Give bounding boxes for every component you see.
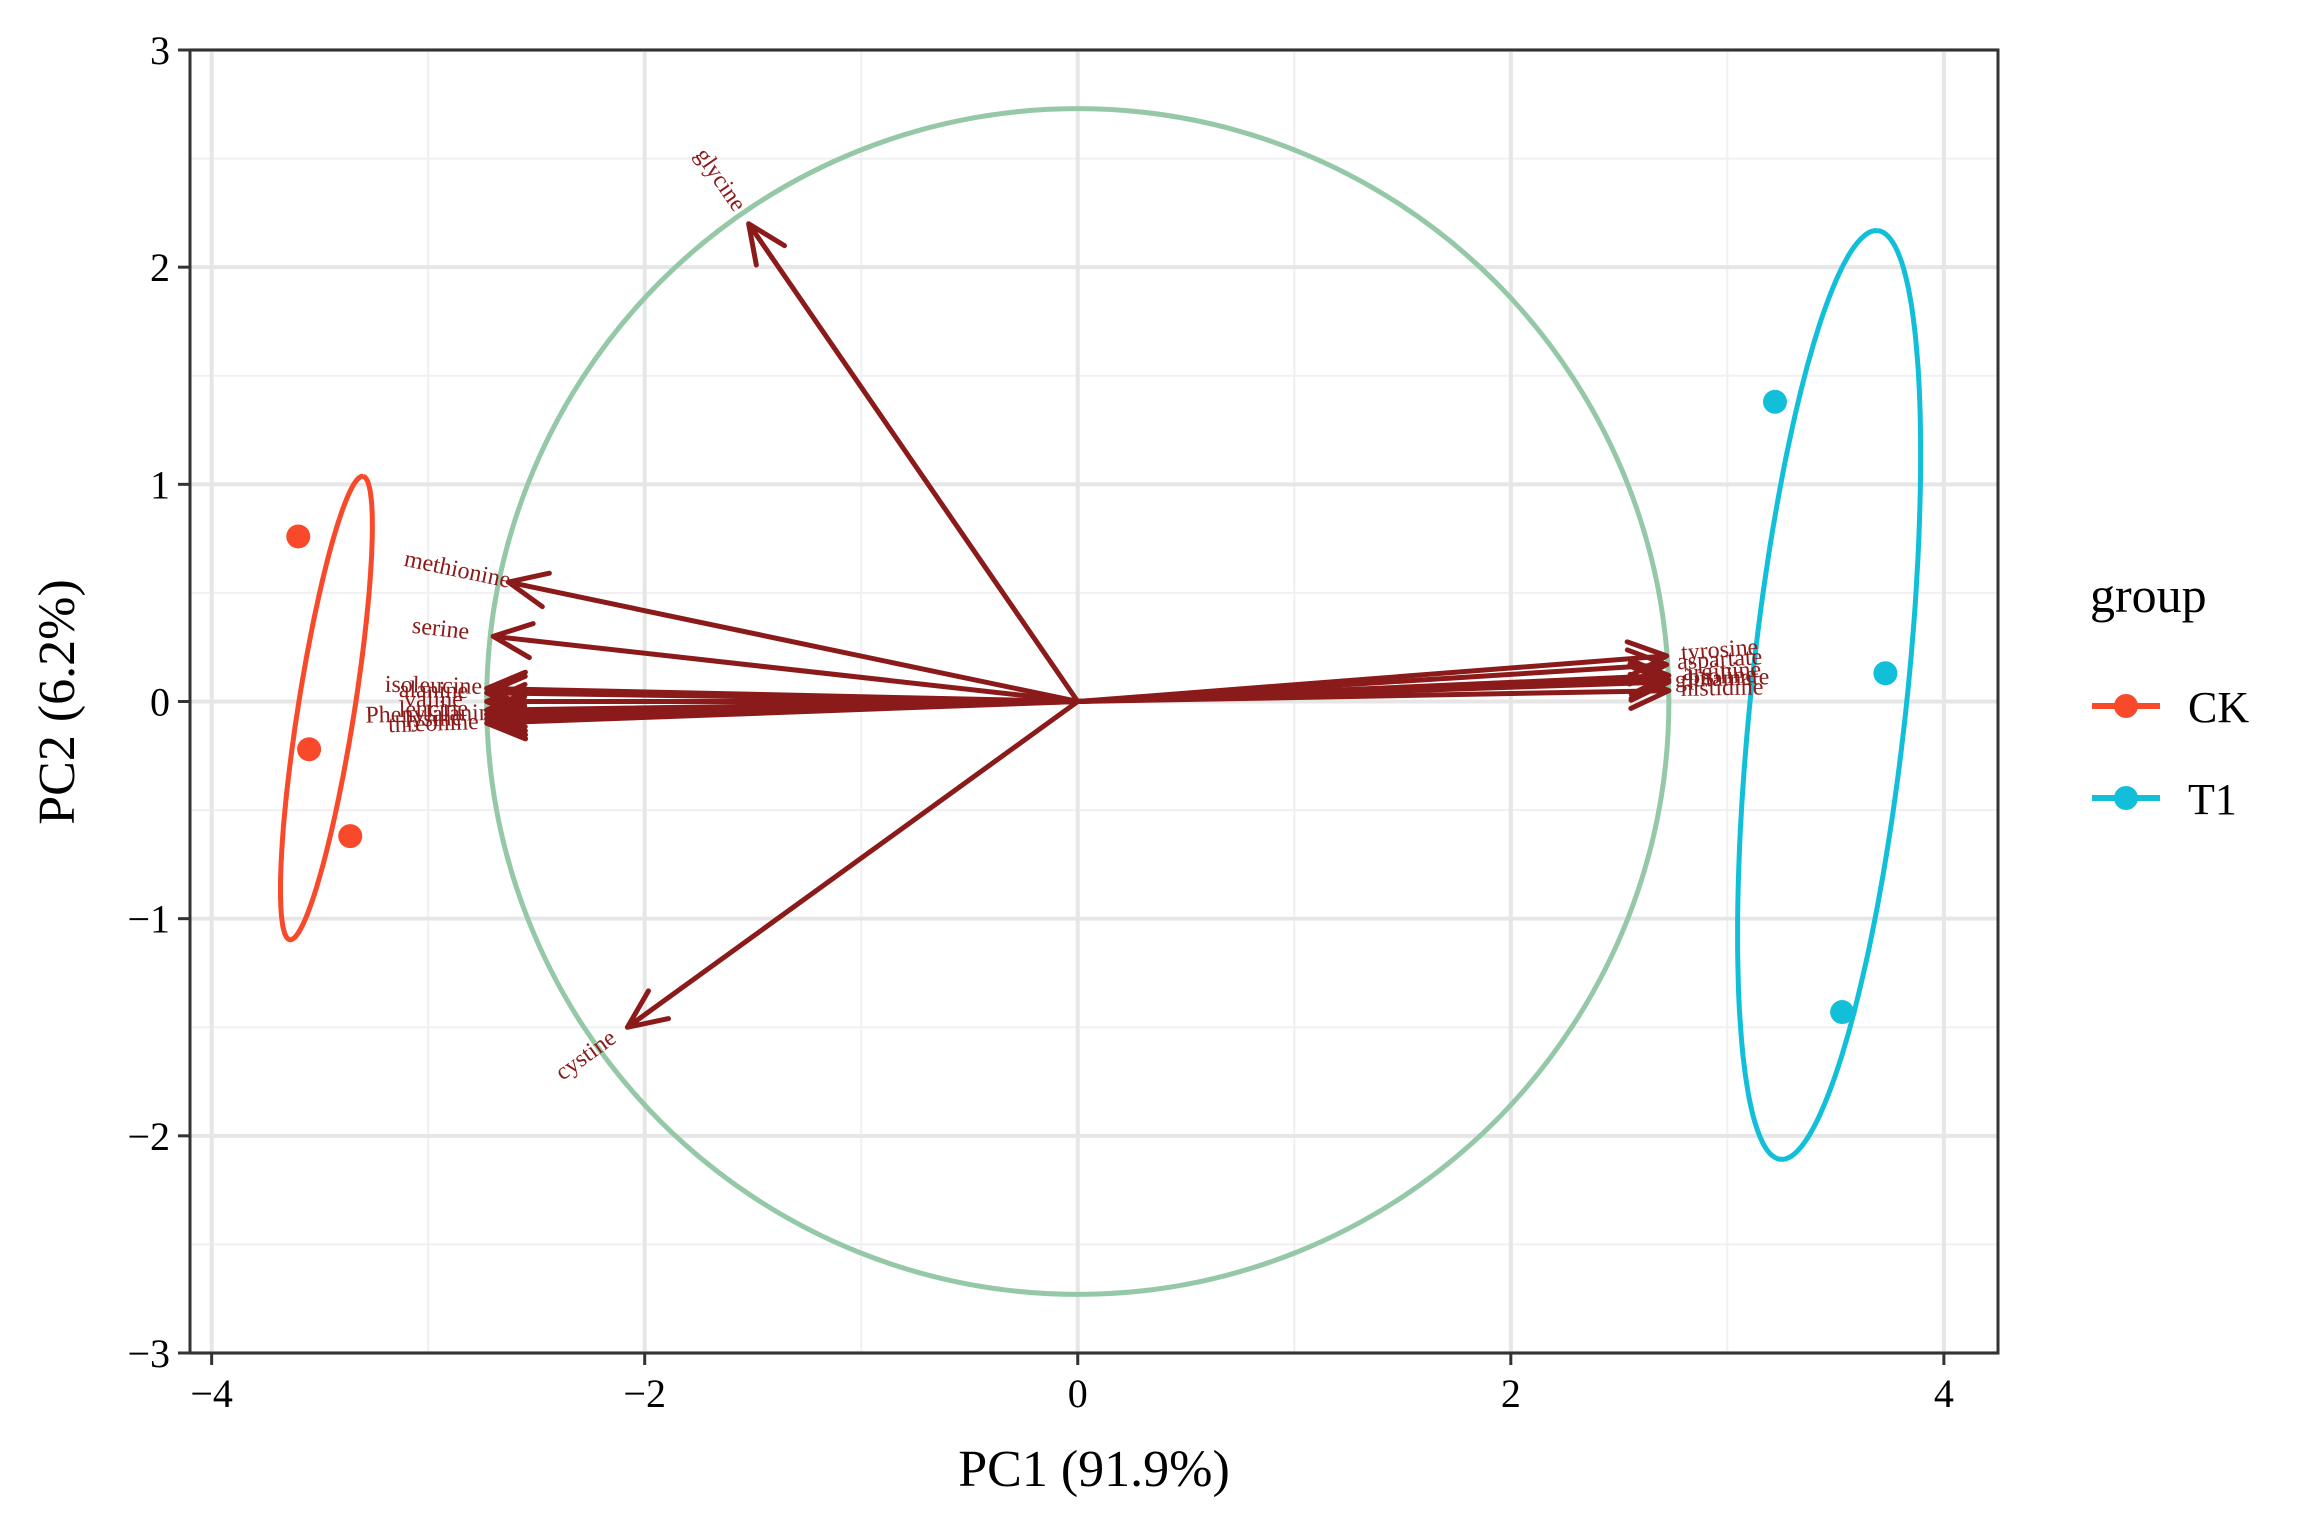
loading-label-histidine: histidine [1680,674,1763,702]
point-t1 [1762,389,1787,414]
loading-label-proline: proline [1688,662,1757,690]
loading-arrow-cystine [624,699,1081,1030]
point-t1 [1830,1000,1855,1025]
y-axis: −3 −2 −1 0 1 2 3 [127,28,190,1376]
y-tick-label: 0 [150,680,170,725]
loading-label-leucine: leucine [399,696,469,723]
loading-arrow-histidine [1075,671,1672,711]
loading-label-aspartate: aspartate [1676,644,1763,675]
loading-label-lysine: lysine [404,705,462,733]
loading-label-arginine: arginine [1682,657,1761,686]
y-tick-label: −2 [127,1114,170,1159]
y-tick-label: 2 [150,245,170,290]
loading-label-tyrosine: tyrosine [1680,634,1759,666]
x-axis: −4 −2 0 2 4 [190,1353,1954,1416]
x-tick-label: 2 [1501,1371,1521,1416]
loading-label-threonine: threonine [388,709,480,738]
legend-title: group [2090,567,2207,623]
y-axis-title: PC2 (6.2%) [29,579,86,825]
loading-label-serine: serine [411,613,471,645]
x-tick-label: 4 [1934,1371,1954,1416]
group-ellipses [278,228,1924,1162]
legend: group CK T1 [2090,567,2249,824]
legend-label-t1: T1 [2188,775,2237,824]
data-points [286,389,1898,1025]
legend-key-point-t1 [2114,786,2138,810]
loading-label-phenylalanine: Phenylalanine [365,700,502,729]
loading-label-isoleucine: isoleucine [385,672,483,700]
x-tick-label: −2 [623,1371,666,1416]
point-t1 [1873,661,1898,686]
x-tick-label: −4 [190,1371,233,1416]
x-tick-label: 0 [1068,1371,1088,1416]
loading-arrow-serine [490,621,1081,704]
loading-arrow-glycine [746,221,1081,704]
legend-label-ck: CK [2188,683,2249,732]
y-tick-label: −1 [127,897,170,942]
ellipse-ck [278,473,375,943]
loading-label-valine: valine [404,687,463,713]
loading-label-glutamate: glutamate [1674,664,1769,693]
point-ck [338,824,363,849]
loading-arrow-methionine [505,570,1081,704]
legend-key-point-ck [2114,694,2138,718]
loading-label-alanine: alanine [399,677,469,704]
y-tick-label: 1 [150,462,170,507]
x-axis-title: PC1 (91.9%) [958,1441,1230,1498]
point-ck [286,524,311,549]
y-tick-label: −3 [127,1331,170,1376]
y-tick-label: 3 [150,28,170,73]
loading-arrows [484,221,1672,1030]
loading-arrow-threonine [484,699,1081,742]
point-ck [297,737,322,762]
ellipse-t1 [1735,228,1924,1162]
